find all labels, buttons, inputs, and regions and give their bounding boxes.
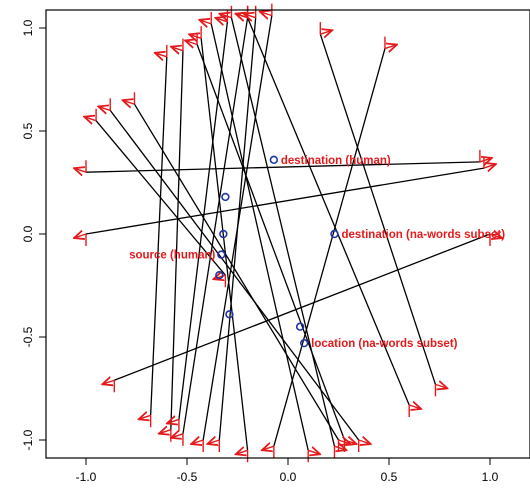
y-tick-label-4: 0.5: [21, 122, 35, 139]
arrow-18-2: [236, 6, 249, 18]
arrow-17-1: [343, 440, 357, 452]
x-axis: -1.0 -0.5 0.0 0.5 1.0: [76, 458, 499, 484]
segment-19: [319, 33, 437, 385]
y-tick-label-2: -0.5: [21, 326, 35, 347]
segment-8: [170, 50, 184, 430]
arrow-15-1: [307, 450, 320, 462]
y-axis: -1.0 -0.5 0.0 0.5 1.0: [21, 19, 46, 450]
segment-9: [178, 21, 229, 420]
arrow-14-2: [384, 37, 397, 49]
arrow-2-1: [74, 234, 87, 246]
segment-16: [230, 17, 336, 447]
arrow-3-2: [489, 234, 502, 246]
y-tick-label-5: 1.0: [21, 19, 35, 36]
segment-18: [247, 17, 410, 406]
arrow-5-1: [98, 98, 111, 110]
arrow-19-1: [434, 384, 447, 396]
point-9: [299, 338, 309, 348]
annotation-layer: destination (human) destination (na-words…: [129, 155, 505, 350]
segment-2: [85, 167, 485, 235]
y-tick-label-3: 0.0: [21, 225, 35, 242]
arrow-6-1: [122, 92, 136, 104]
arrow-12-1: [207, 440, 221, 452]
segment-10: [182, 17, 249, 434]
point-6: [269, 155, 279, 165]
x-tick-label-2: -0.5: [177, 470, 198, 484]
segment-15: [210, 23, 309, 451]
x-tick-label-4: 0.5: [381, 470, 398, 484]
arrow-18-1: [408, 405, 421, 417]
segment-layer: [85, 15, 491, 451]
segment-1: [85, 161, 480, 173]
point-4: [215, 271, 224, 280]
point-8: [295, 322, 305, 331]
annotation-4: location (na-words subset): [311, 338, 457, 350]
arrow-17-2: [185, 32, 198, 44]
point-2: [219, 229, 228, 239]
arrow-3-1: [102, 380, 115, 392]
segment-3: [114, 233, 491, 381]
x-tick-label-5: 1.0: [482, 470, 499, 484]
arrow-1-1: [74, 160, 87, 172]
point-5: [225, 310, 234, 319]
y-tick-label-1: -1.0: [21, 429, 35, 450]
segment-6: [133, 103, 340, 441]
annotation-1: destination (human): [281, 155, 391, 167]
segment-17: [196, 44, 346, 441]
x-tick-label-1: -1.0: [76, 470, 97, 484]
point-3: [217, 250, 226, 259]
annotation-3: source (human): [129, 250, 215, 262]
arrow-14-1: [262, 446, 275, 458]
arrow-19-2: [319, 22, 332, 34]
segment-13: [200, 38, 249, 451]
arrow-13-1: [236, 450, 249, 462]
point-1: [221, 192, 230, 202]
annotation-2: destination (na-words subset): [341, 229, 505, 241]
point-layer: [215, 155, 339, 348]
x-tick-label-3: 0.0: [280, 470, 297, 484]
arrow-layer: [74, 4, 502, 463]
point-7: [330, 229, 339, 239]
arrow-2-2: [483, 156, 496, 168]
segment-5: [109, 110, 360, 441]
segment-7: [149, 56, 168, 416]
segment-12: [218, 17, 257, 441]
